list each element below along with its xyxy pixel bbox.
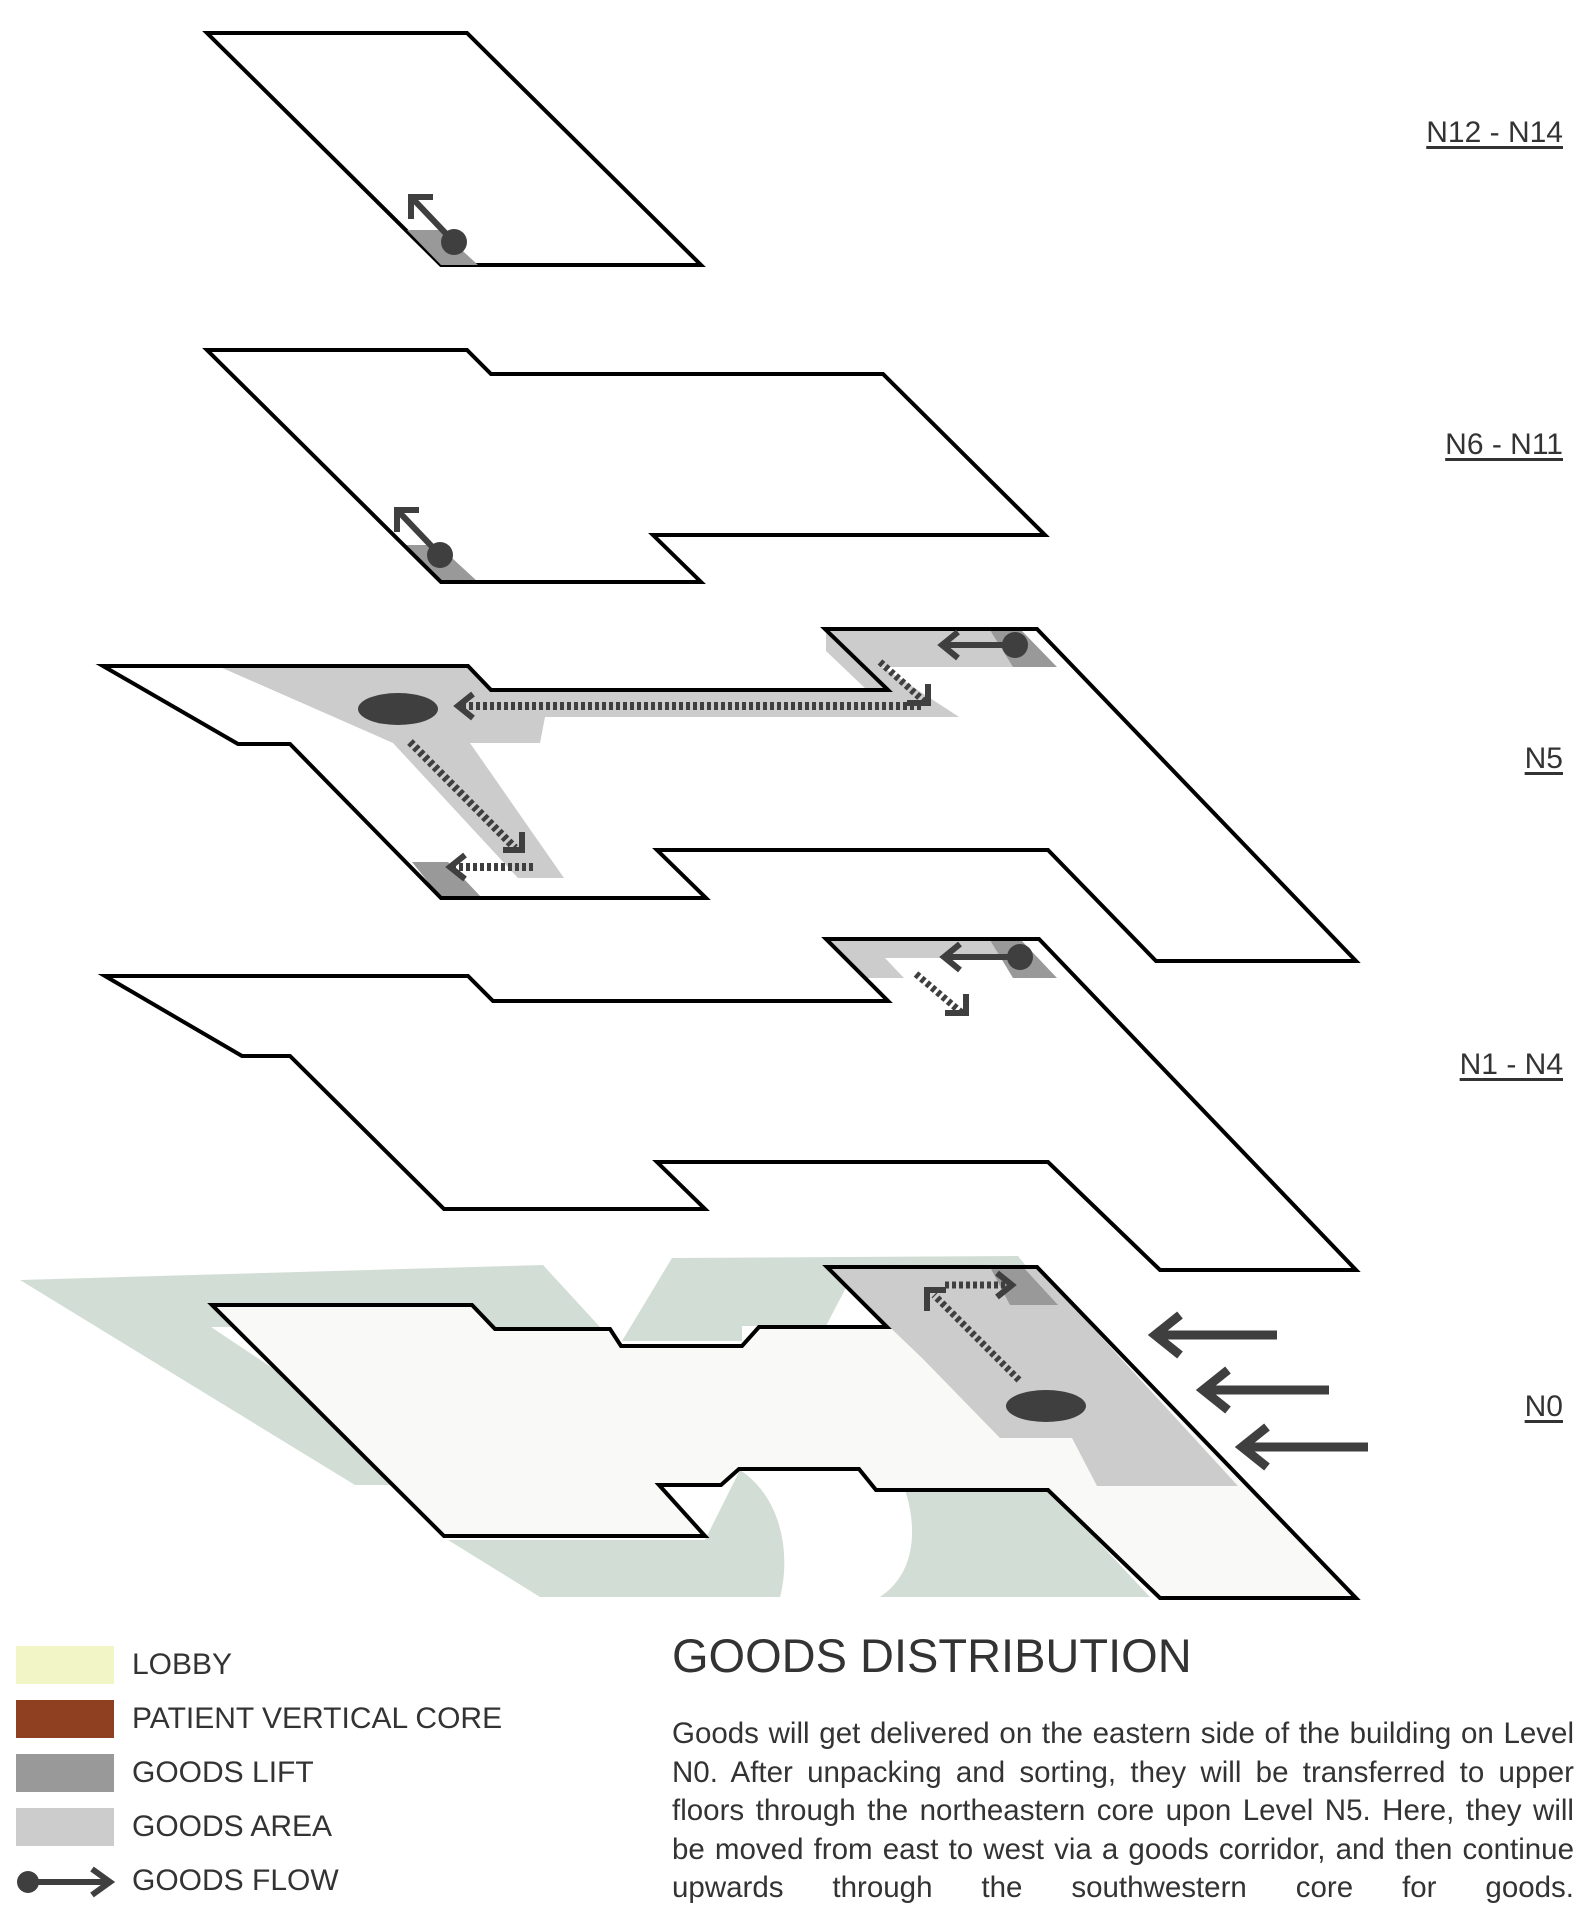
- flow-arrowhead: [394, 507, 419, 532]
- delivery-arrowhead-3: [1234, 1423, 1270, 1471]
- delivery-arrowhead-2: [1195, 1366, 1231, 1414]
- legend-label: GOODS FLOW: [132, 1864, 339, 1897]
- floor-outline: [202, 348, 1050, 584]
- legend-swatch-goods-lift: [16, 1754, 114, 1792]
- flow-arrowhead: [453, 691, 475, 721]
- level-label-n12-n14: N12 - N14: [1426, 116, 1563, 149]
- level-label-n5: N5: [1524, 742, 1563, 775]
- goods-area: [826, 940, 1037, 978]
- flow-dotted-up: [931, 1292, 1022, 1383]
- flow-arrow-shaft: [411, 197, 457, 245]
- goods-lift-sw: [412, 862, 482, 898]
- floor-plate-n5: [95, 627, 1361, 963]
- legend-label: GOODS LIFT: [132, 1756, 314, 1789]
- floor-plate-n12-n14: [202, 31, 706, 267]
- landscape-south-east: [880, 1490, 1150, 1597]
- goods-lift: [990, 1267, 1058, 1305]
- legend-swatch-lobby: [16, 1646, 114, 1684]
- flow-arrowhead: [503, 832, 525, 853]
- section-description: Goods will get delivered on the eastern …: [672, 1717, 1574, 1904]
- flow-arrowhead: [945, 994, 969, 1016]
- legend-label: GOODS AREA: [132, 1810, 333, 1843]
- goods-area: [827, 1267, 1238, 1486]
- goods-hub-east: [1006, 1390, 1086, 1422]
- flow-arrowhead: [924, 1287, 946, 1311]
- floor-plate-n6-n11: [202, 348, 1050, 584]
- goods-hub-west: [358, 693, 438, 725]
- floor-outline: [97, 937, 1361, 1272]
- flow-arrowhead: [408, 194, 433, 219]
- level-label-n6-n11: N6 - N11: [1445, 428, 1563, 461]
- floor-outline: [202, 31, 706, 267]
- flow-arrowhead: [939, 941, 962, 973]
- flow-arrow-shaft: [397, 510, 443, 558]
- flow-arrowhead: [995, 1270, 1017, 1300]
- floor-plate-n1-n4: [97, 937, 1361, 1272]
- delivery-arrowhead-1: [1147, 1311, 1183, 1359]
- flow-dotted-down: [913, 971, 965, 1016]
- section-title: GOODS DISTRIBUTION: [672, 1629, 1192, 1682]
- flow-arrowhead: [937, 629, 960, 661]
- floor-plate-n0: [20, 1256, 1368, 1600]
- delivery-arrows: [1147, 1311, 1368, 1471]
- legend-swatch-goods-area: [16, 1808, 114, 1846]
- floor-outline: [207, 1265, 1361, 1600]
- goods-flow-arrow-icon: [17, 1866, 116, 1898]
- legend-label: LOBBY: [132, 1648, 233, 1681]
- flow-arrowhead: [445, 852, 467, 882]
- floor-outline: [95, 627, 1361, 963]
- legend-label: PATIENT VERTICAL CORE: [132, 1702, 503, 1735]
- flow-dotted-down: [877, 659, 929, 706]
- legend-swatch-patient-vertical-core: [16, 1700, 114, 1738]
- level-label-n1-n4: N1 - N4: [1459, 1048, 1563, 1081]
- flow-dotted-ramp: [407, 739, 518, 851]
- goods-area-corridor-east: [826, 630, 1040, 717]
- level-label-n0: N0: [1524, 1390, 1563, 1423]
- goods-area-ramp-south: [393, 743, 564, 878]
- landscape-south: [448, 1470, 785, 1597]
